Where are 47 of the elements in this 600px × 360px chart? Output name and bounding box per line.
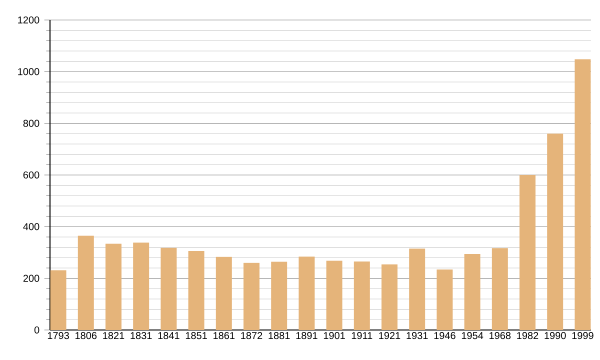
y-tick-label: 0 (34, 326, 40, 334)
bar (382, 264, 398, 330)
y-tick-label: 800 (23, 120, 40, 127)
bar (409, 248, 426, 330)
bar (298, 256, 315, 330)
x-tick-label: 1901 (324, 332, 345, 340)
x-tick-label: 1841 (158, 332, 180, 340)
x-tick-label: 1921 (379, 332, 400, 340)
bar (50, 270, 66, 330)
x-tick-label: 1891 (296, 332, 318, 340)
x-tick-label: 1911 (352, 332, 372, 340)
x-tick-label: 1881 (268, 332, 290, 340)
bar (105, 244, 122, 330)
y-tick-label: 1000 (18, 68, 40, 76)
bar (271, 262, 288, 330)
bar (354, 262, 370, 330)
x-tick-label: 1861 (214, 332, 235, 340)
x-tick-label: 1982 (517, 332, 538, 340)
bar (216, 256, 232, 330)
bar (160, 248, 177, 330)
y-tick-label: 400 (23, 223, 40, 230)
x-tick-label: 1831 (130, 332, 152, 340)
y-tick-label: 600 (23, 171, 40, 179)
bar (133, 242, 150, 330)
x-tick-label: 1968 (490, 332, 511, 340)
bar (326, 260, 342, 330)
y-tick-label: 200 (23, 274, 40, 282)
bar (78, 236, 94, 330)
bar (188, 250, 204, 330)
y-tick-label: 1200 (18, 16, 40, 24)
bar (244, 262, 260, 330)
x-tick-label: 1946 (434, 332, 456, 340)
bar (492, 248, 508, 330)
bar (547, 134, 564, 330)
x-tick-label: 1793 (48, 332, 69, 340)
x-tick-label: 1872 (241, 332, 262, 340)
x-tick-label: 1851 (186, 332, 207, 340)
bar (520, 174, 536, 330)
x-tick-label: 1931 (406, 332, 428, 340)
x-tick-label: 1821 (103, 332, 124, 340)
bar (574, 59, 591, 330)
x-tick-label: 1954 (462, 332, 484, 340)
bar (436, 270, 453, 330)
x-tick-label: 1999 (572, 332, 594, 340)
bar (464, 254, 480, 330)
x-tick-label: 1806 (76, 332, 97, 340)
x-tick-label: 1990 (544, 332, 566, 340)
